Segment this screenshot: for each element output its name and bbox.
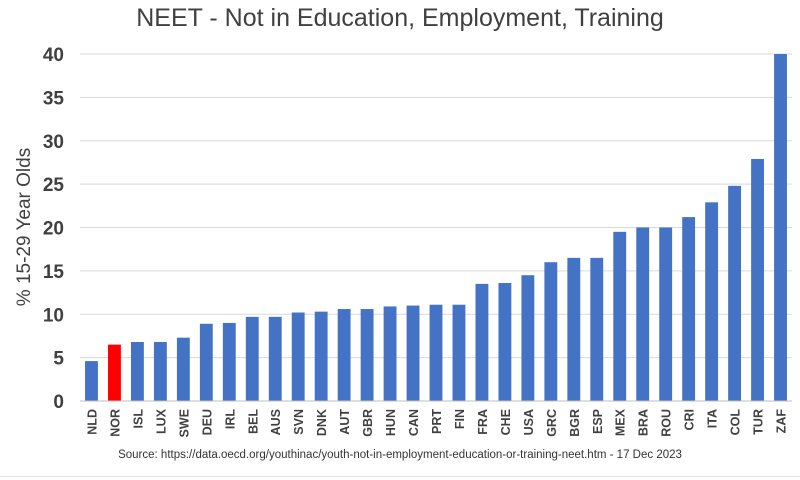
x-tick-label: SWE [177, 409, 191, 437]
y-tick-label: 20 [43, 219, 64, 240]
y-tick-label: 30 [43, 132, 64, 153]
bar-gbr [360, 309, 374, 401]
bar-che [498, 283, 512, 401]
x-axis-ticks: NLD NOR ISL LUX SWE DEU IRL BEL AUS SVN DNK AUT GBR H… [85, 408, 788, 437]
x-tick-label: ROU [660, 409, 674, 437]
x-tick-label: DEU [200, 409, 214, 435]
x-tick-label: CRI [683, 409, 697, 431]
bar-ita [705, 202, 719, 401]
x-tick-label: SVN [292, 409, 306, 435]
bar-bel [245, 316, 259, 401]
bar-can [406, 305, 420, 401]
x-tick-label: COL [729, 409, 743, 436]
bar-svn [291, 312, 305, 401]
x-tick-label: ZAF [775, 409, 789, 434]
bar-dnk [314, 311, 328, 401]
x-tick-label: FIN [453, 409, 467, 429]
bar-prt [429, 304, 443, 401]
x-tick-label: USA [522, 409, 536, 435]
bottom-divider [0, 476, 800, 477]
x-tick-label: AUT [338, 409, 352, 435]
x-tick-label: ESP [591, 409, 605, 434]
source-note: Source: https://data.oecd.org/youthinac/… [118, 449, 682, 461]
bar-grc [544, 262, 558, 401]
bar-usa [521, 275, 535, 401]
bar-tur [751, 158, 764, 401]
y-tick-label: 5 [53, 349, 64, 370]
y-axis-label: % 15-29 Year Olds [14, 148, 35, 306]
x-tick-label: BGR [568, 409, 582, 437]
y-tick-label: 15 [43, 262, 65, 283]
y-tick-label: 40 [43, 45, 64, 66]
bar-hun [383, 306, 397, 401]
bar-aus [268, 316, 282, 401]
y-tick-label: 25 [43, 175, 65, 196]
bar-fin [452, 304, 466, 401]
x-tick-label: ISL [131, 409, 145, 429]
x-tick-label: BEL [246, 409, 260, 434]
x-tick-label: NLD [85, 409, 99, 435]
x-tick-label: DNK [315, 409, 329, 436]
bar-nor [108, 344, 121, 401]
bar-col [728, 185, 742, 401]
x-tick-label: IRL [223, 409, 237, 430]
x-tick-label: MEX [614, 408, 628, 436]
y-tick-label: 10 [43, 305, 64, 326]
bars [85, 54, 787, 401]
bar-swe [176, 337, 190, 401]
bar-nld [85, 361, 98, 401]
y-axis-ticks: 0 5 10 15 20 25 30 35 40 [43, 45, 65, 413]
x-tick-label: CHE [499, 409, 513, 435]
chart-title: NEET - Not in Education, Employment, Tra… [136, 4, 664, 32]
x-tick-label: HUN [384, 409, 398, 436]
x-tick-label: FRA [476, 409, 490, 435]
bar-cri [682, 217, 696, 401]
x-tick-label: NOR [108, 409, 122, 437]
x-tick-label: GBR [361, 409, 375, 437]
x-tick-label: AUS [269, 409, 283, 435]
y-tick-label: 0 [53, 392, 64, 413]
y-tick-label: 35 [43, 88, 65, 109]
x-tick-label: GRC [545, 409, 559, 437]
x-tick-label: TUR [752, 409, 766, 435]
bar-irl [222, 322, 236, 401]
bar-lux [153, 342, 167, 401]
bar-rou [659, 227, 673, 401]
bar-bgr [567, 257, 581, 401]
bar-aut [337, 309, 351, 401]
bar-fra [475, 283, 489, 401]
x-tick-label: PRT [430, 409, 444, 434]
bar-deu [199, 323, 213, 401]
bar-isl [130, 342, 144, 401]
x-tick-label: LUX [154, 408, 168, 434]
bar-zaf [774, 54, 787, 401]
bar-esp [590, 257, 604, 401]
x-tick-label: BRA [637, 409, 651, 436]
x-tick-label: CAN [407, 409, 421, 436]
x-tick-label: ITA [706, 409, 720, 428]
bar-bra [636, 227, 650, 401]
bar-mex [613, 231, 627, 401]
